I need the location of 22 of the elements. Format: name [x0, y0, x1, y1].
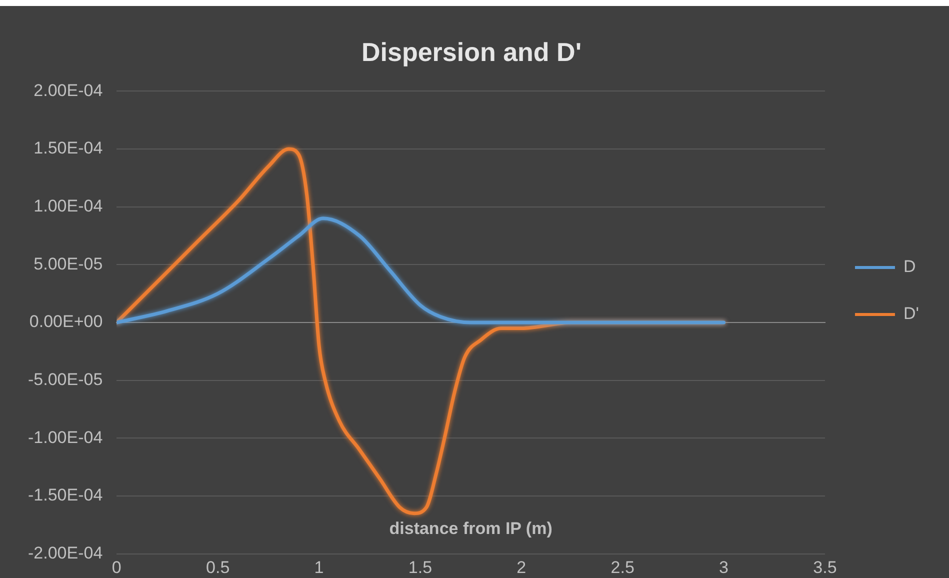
x-tick-label: 3 [719, 558, 729, 577]
chart-title: Dispersion and D' [362, 36, 582, 67]
x-tick-label: 1 [314, 558, 324, 577]
x-axis-title: distance from IP (m) [389, 518, 552, 538]
y-tick-label: -1.00E-04 [28, 428, 103, 447]
x-tick-label: 0.5 [206, 558, 230, 577]
y-tick-label: 2.00E-04 [34, 80, 103, 100]
x-tick-label: 2.5 [610, 558, 634, 577]
y-tick-label: 5.00E-05 [34, 254, 103, 274]
x-tick-label: 3.5 [813, 558, 837, 577]
y-tick-label: 1.00E-04 [34, 196, 103, 216]
x-tick-label: 0 [112, 558, 122, 577]
y-tick-label: -2.00E-04 [28, 543, 103, 562]
legend-label: D [903, 257, 916, 276]
legend-label: D' [903, 304, 920, 324]
x-tick-label: 1.5 [408, 558, 432, 577]
y-tick-label: -5.00E-05 [28, 370, 103, 390]
y-tick-label: 0.00E+00 [29, 312, 103, 332]
x-tick-label: 2 [516, 558, 526, 577]
y-tick-label: 1.50E-04 [34, 138, 103, 158]
line-series [116, 216, 726, 324]
y-tick-label: -1.50E-04 [28, 486, 103, 505]
